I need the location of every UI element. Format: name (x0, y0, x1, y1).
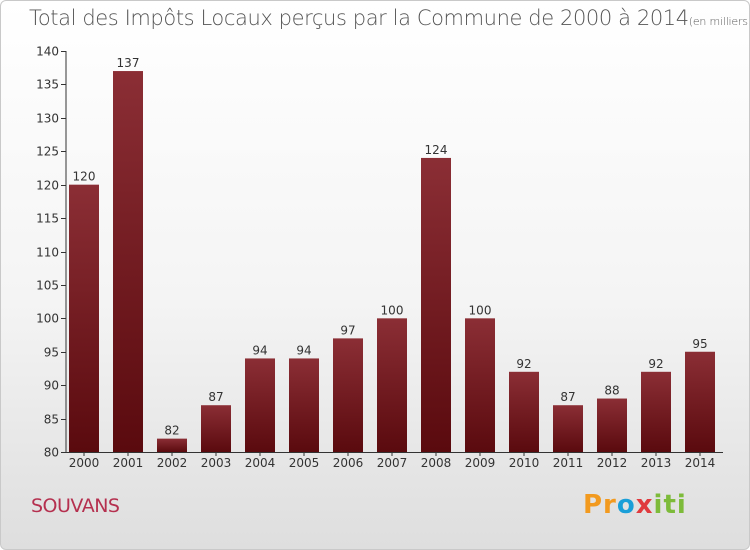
chart-title-text: Total des Impôts Locaux perçus par la Co… (29, 6, 689, 30)
x-tick-label: 2012 (597, 456, 628, 470)
y-tick-label: 90 (44, 379, 59, 393)
x-tick-label: 2003 (201, 456, 232, 470)
bar-value-label: 94 (252, 343, 267, 357)
bar-value-label: 92 (516, 357, 531, 371)
commune-name: SOUVANS (31, 495, 120, 517)
bar-value-label: 82 (164, 424, 179, 438)
x-tick-label: 2001 (113, 456, 144, 470)
bar-value-label: 120 (73, 170, 96, 184)
bar-value-label: 92 (648, 357, 663, 371)
bar (113, 71, 143, 453)
bar-value-label: 124 (425, 143, 448, 157)
bar-value-label: 87 (560, 390, 575, 404)
x-tick-label: 2000 (69, 456, 100, 470)
bar-value-label: 137 (117, 56, 140, 70)
x-tick-label: 2006 (333, 456, 364, 470)
y-tick-label: 130 (36, 112, 59, 126)
bar (201, 405, 231, 452)
y-tick-label: 140 (36, 45, 59, 59)
bar (333, 338, 363, 452)
proxiti-logo: Proxiti (583, 490, 687, 520)
bar (289, 358, 319, 452)
x-tick-label: 2011 (553, 456, 584, 470)
x-tick-label: 2013 (641, 456, 672, 470)
x-tick-label: 2004 (245, 456, 276, 470)
y-tick-label: 85 (44, 413, 59, 427)
bar (553, 405, 583, 452)
y-tick-label: 120 (36, 179, 59, 193)
bar (597, 398, 627, 452)
y-tick-label: 95 (44, 346, 59, 360)
bar (685, 351, 715, 452)
chart-title: Total des Impôts Locaux perçus par la Co… (29, 6, 749, 30)
x-tick-label: 2014 (685, 456, 716, 470)
chart-title-unit: (en milliers d'€) (688, 15, 749, 28)
bar-value-label: 100 (381, 303, 404, 317)
x-tick-label: 2009 (465, 456, 496, 470)
bar (509, 371, 539, 452)
x-tick-label: 2010 (509, 456, 540, 470)
bar (69, 184, 99, 452)
y-tick-label: 100 (36, 312, 59, 326)
bar-value-label: 87 (208, 390, 223, 404)
bar-value-label: 97 (340, 323, 355, 337)
bar (421, 157, 451, 452)
x-tick-label: 2008 (421, 456, 452, 470)
x-tick-label: 2005 (289, 456, 320, 470)
bar (377, 318, 407, 452)
bar-value-label: 88 (604, 384, 619, 398)
x-tick-label: 2002 (157, 456, 188, 470)
y-tick-label: 105 (36, 279, 59, 293)
bar (641, 371, 671, 452)
y-tick-label: 115 (36, 212, 59, 226)
bar (157, 438, 187, 452)
x-axis: 2000 2001 2002 2003 2004 2005 2006 2007 2008 2009… (66, 452, 723, 470)
logo-part-3: x (635, 490, 654, 520)
bar (245, 358, 275, 452)
bars: 120 137 82 87 94 94 97 100 124 100 92 87 88 92 95 (69, 56, 715, 453)
bar-value-label: 95 (692, 337, 707, 351)
y-axis: 80 85 90 95 100 105 110 115 120 125 130 135 140 (36, 45, 67, 460)
y-tick-label: 125 (36, 145, 59, 159)
y-tick-label: 80 (44, 446, 59, 460)
logo-part-2: o (616, 490, 636, 520)
y-tick-label: 135 (36, 78, 59, 92)
logo-part-4: iti (653, 490, 687, 520)
logo-part-1: Pr (583, 490, 617, 520)
x-tick-label: 2007 (377, 456, 408, 470)
bar-value-label: 100 (469, 303, 492, 317)
bar-value-label: 94 (296, 343, 311, 357)
y-tick-label: 110 (36, 246, 59, 260)
bar (465, 318, 495, 452)
